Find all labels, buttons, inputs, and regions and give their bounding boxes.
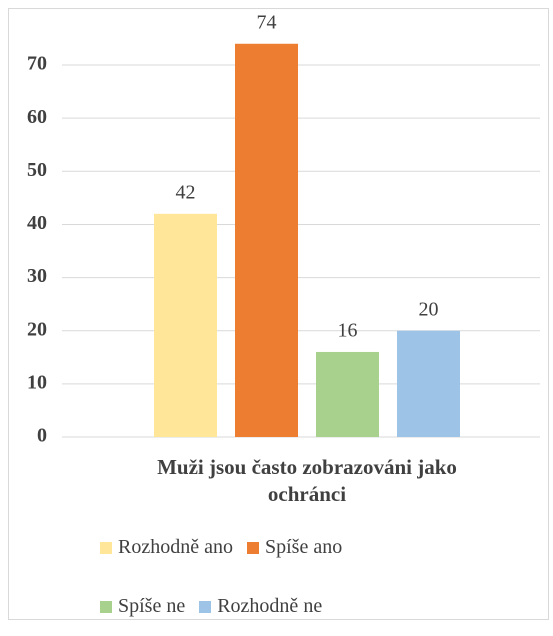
- chart-border: [8, 8, 549, 620]
- y-tick-label: 20: [27, 318, 47, 340]
- legend-swatch: [100, 600, 112, 613]
- legend-swatch: [246, 541, 259, 554]
- legend-item: Spíše ano: [246, 536, 343, 559]
- y-tick-label: 30: [27, 265, 47, 287]
- legend-label: Spíše ano: [264, 536, 343, 558]
- bar: [397, 330, 460, 437]
- y-tick-label: 0: [37, 425, 47, 447]
- legend-label: Rozhodně ano: [118, 536, 233, 558]
- legend-item: Spíše ne: [100, 595, 185, 618]
- data-label: 42: [176, 181, 196, 203]
- data-label: 74: [257, 11, 277, 33]
- legend: Rozhodně ano Spíše ano Spíše ne Rozhodně ne: [100, 536, 480, 636]
- bar: [235, 43, 298, 437]
- y-tick-label: 10: [27, 371, 47, 393]
- bar: [154, 213, 217, 437]
- bar: [316, 351, 379, 437]
- y-tick-label: 70: [27, 53, 47, 75]
- data-label: 20: [419, 298, 439, 320]
- legend-item: Rozhodně ne: [199, 595, 322, 618]
- legend-swatch: [199, 600, 212, 613]
- x-category-label: Muži jsou často zobrazováni jako ochránc…: [157, 455, 457, 506]
- y-tick-label: 60: [27, 106, 47, 128]
- y-tick-label: 40: [27, 212, 47, 234]
- legend-label: Rozhodně ne: [217, 595, 323, 617]
- y-tick-label: 50: [27, 159, 47, 181]
- data-label: 16: [338, 320, 358, 342]
- legend-swatch: [100, 541, 112, 554]
- legend-label: Spíše ne: [118, 595, 186, 617]
- legend-item: Rozhodně ano: [100, 536, 233, 559]
